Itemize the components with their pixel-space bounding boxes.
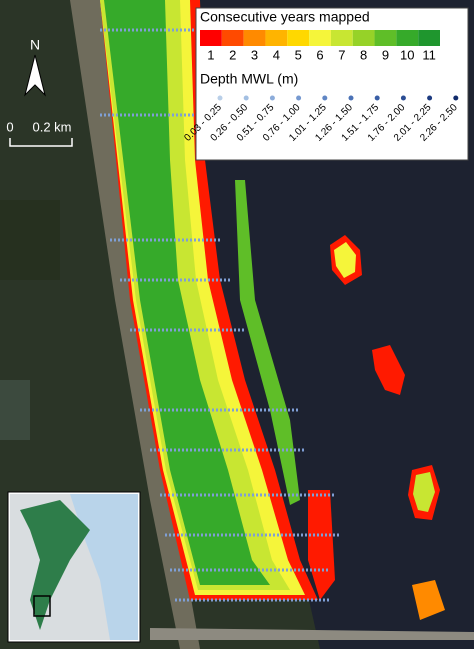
pond: [0, 380, 30, 440]
north-arrow: [24, 54, 46, 97]
legend-depth-dot: [217, 95, 223, 101]
legend-depth-dot: [322, 95, 328, 101]
legend-year-swatch: [309, 30, 331, 46]
legend-year-label: 5: [295, 47, 302, 62]
transects: [100, 28, 340, 602]
island-core: [334, 242, 356, 278]
legend-year-swatch: [330, 30, 353, 46]
scale-bar: [9, 138, 73, 147]
legend-year-label: 11: [422, 47, 436, 62]
channel-island: [235, 180, 300, 505]
legend-depth-dot: [269, 95, 275, 101]
legend-year-swatch: [200, 30, 222, 46]
causeway: [150, 628, 474, 640]
legend-year-swatch: [396, 30, 419, 46]
legend-depth-title: Depth MWL (m): [200, 71, 298, 87]
legend-year-label: 1: [207, 47, 214, 62]
legend-year-swatch: [221, 30, 244, 46]
legend-year-swatch: [352, 30, 375, 46]
legend-year-swatch: [418, 30, 440, 46]
legend-year-swatch: [243, 30, 266, 46]
legend-depth-dot: [348, 95, 354, 101]
legend-year-label: 10: [400, 47, 414, 62]
lagoon-water: [200, 0, 474, 649]
legend-year-label: 6: [316, 47, 323, 62]
inset-extent: [33, 595, 51, 617]
island: [308, 490, 335, 600]
scale-end: 0.2 km: [32, 119, 71, 134]
legend-year-label: 4: [273, 47, 280, 62]
legend-depth-dot: [374, 95, 380, 101]
legend-depth-dot: [296, 95, 302, 101]
legend-depth-dot: [400, 95, 406, 101]
island: [372, 345, 405, 395]
forest: [0, 200, 60, 280]
legend-year-label: 2: [229, 47, 236, 62]
legend-depth-dot: [453, 95, 459, 101]
scale-start: 0: [6, 119, 13, 134]
legend-depth-dot: [427, 95, 433, 101]
legend-depth-dot: [243, 95, 249, 101]
legend-year-swatch: [287, 30, 310, 46]
legend-year-swatch: [374, 30, 397, 46]
legend-year-label: 9: [382, 47, 389, 62]
legend-years-title: Consecutive years mapped: [200, 9, 370, 25]
legend-year-swatch: [265, 30, 288, 46]
island-core: [413, 472, 435, 512]
inset-refuge: [20, 500, 90, 630]
north-label: N: [30, 37, 40, 53]
map-class-green: [104, 0, 270, 585]
island: [412, 580, 445, 620]
legend-year-label: 3: [251, 47, 258, 62]
legend-year-label: 7: [338, 47, 345, 62]
legend-year-label: 8: [360, 47, 367, 62]
